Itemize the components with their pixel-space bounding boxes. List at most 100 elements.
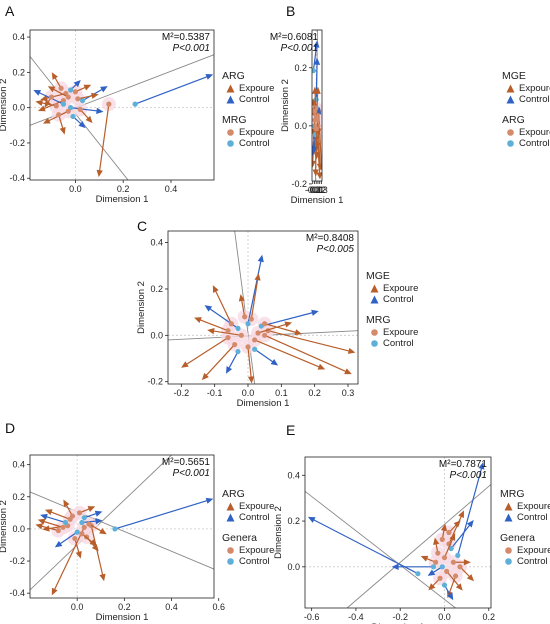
legend-triangle-expose-icon — [226, 502, 235, 511]
arrow-head-control — [54, 540, 63, 548]
arrow-head-control — [391, 563, 399, 570]
y-tick-label: -0.2 — [9, 138, 25, 148]
x-tick-label: 0.1 — [312, 185, 325, 195]
legend-triangle-expose-icon — [504, 502, 513, 511]
y-tick-label: -0.2 — [291, 179, 307, 189]
legend: MGEExpoureControlARGExpoureControl — [502, 70, 550, 149]
arrow-head-control — [427, 569, 436, 576]
arrow-head-control — [95, 518, 103, 525]
legend-dot-control-icon — [227, 140, 234, 147]
arrow-head-expose — [91, 92, 99, 99]
arrow-head-expose — [35, 523, 43, 530]
pair-segment — [261, 311, 315, 327]
pair-segment — [254, 348, 276, 364]
data-point-control — [62, 519, 68, 526]
arrow-head-expose — [313, 152, 320, 160]
y-axis-label: Dimension 2 — [136, 281, 147, 334]
legend-item: Control — [504, 512, 550, 523]
pair-segment — [43, 515, 66, 524]
data-point-expose — [255, 330, 261, 336]
arrow-head-control — [466, 520, 474, 528]
data-point-expose — [60, 524, 66, 530]
arrow-head-expose — [463, 559, 471, 566]
legend-item-label: Expoure — [239, 545, 275, 556]
pair-segment — [247, 346, 252, 380]
x-tick-label: -0.1 — [307, 185, 323, 195]
data-point-expose — [56, 112, 62, 118]
arrow-head-expose — [294, 329, 303, 336]
data-point-expose — [444, 568, 450, 574]
arrow-head-control — [478, 462, 485, 470]
arrow-head-expose — [317, 363, 326, 370]
arrow-head-expose — [42, 117, 51, 124]
x-tick-label: -0.2 — [174, 388, 190, 398]
chart-panel-c: -0.2 -0.1 0.0 0.1 0.2 0.3 -0.2 0.0 0.2 0.4 Dimensi… — [136, 230, 359, 409]
pair-segment — [457, 465, 483, 556]
arrow-head-control — [447, 592, 454, 601]
data-point-expose — [79, 531, 85, 537]
legend-dot-expose-icon — [371, 329, 378, 336]
legend-triangle-control-icon — [504, 513, 513, 522]
arrow-head-expose — [449, 533, 456, 541]
data-point-expose — [457, 564, 463, 570]
arrow-head-control — [204, 305, 213, 312]
legend-item: Expoure — [504, 545, 550, 556]
arrow-head-control — [205, 497, 214, 504]
legend-title: MRG — [500, 488, 525, 500]
legend-dot-expose-icon — [227, 547, 234, 554]
legend-item: Expoure — [226, 127, 274, 138]
arrow-head-expose — [194, 317, 202, 324]
pair-segment — [443, 536, 454, 558]
data-point-expose — [450, 559, 456, 565]
data-point-control — [415, 571, 421, 577]
arrow-head-control — [78, 121, 86, 129]
legend-dot-control-icon — [507, 140, 514, 147]
legend-item: Control — [226, 556, 274, 567]
arrow-head-expose — [207, 328, 215, 335]
legend-title: ARG — [222, 488, 245, 500]
arrow-head-control — [257, 254, 264, 263]
y-tick-label: 0.2 — [287, 516, 300, 526]
p-value: P<0.001 — [172, 468, 210, 479]
data-point-expose — [312, 108, 318, 114]
data-point-control — [245, 321, 251, 327]
legend-dot-control-icon — [227, 558, 234, 565]
y-axis-label: Dimension 2 — [280, 79, 291, 132]
pair-segment — [240, 298, 246, 317]
arrow-head-expose — [83, 84, 92, 91]
data-point-expose — [48, 94, 55, 100]
pair-segment — [314, 90, 317, 109]
legend-item: Expoure — [370, 283, 418, 294]
p-value: P<0.001 — [280, 43, 318, 54]
data-point-expose — [433, 559, 439, 565]
legend-item: Expoure — [226, 545, 274, 556]
legend-item: Control — [226, 512, 274, 523]
arrow-head-expose — [99, 528, 107, 535]
data-point-control — [430, 564, 437, 570]
y-tick-label: -0.4 — [9, 173, 25, 183]
data-point-expose — [75, 96, 81, 102]
pair-segment — [257, 323, 289, 334]
data-point-expose — [76, 510, 83, 516]
p-value: P<0.005 — [316, 244, 354, 255]
arrow-head-expose — [51, 72, 59, 80]
data-point-expose — [242, 314, 248, 320]
legend-dot-control-icon — [371, 340, 378, 347]
legend: ARG Expoure Control Genera Expoure Control — [222, 488, 274, 567]
data-point-expose — [452, 573, 459, 579]
pair-segment — [39, 525, 59, 532]
x-tick-label: -0.1 — [207, 388, 223, 398]
pair-segment — [134, 75, 210, 105]
arrow-head-expose — [247, 376, 255, 384]
arrow-head-expose — [35, 99, 43, 106]
x-axis-label: Dimension 1 — [237, 398, 290, 409]
data-point-expose — [65, 108, 71, 114]
data-point-control — [70, 113, 76, 120]
arrow-head-control — [311, 309, 319, 316]
legend-item-label: Expoure — [239, 501, 275, 512]
legend-item-label: Expoure — [517, 501, 550, 512]
y-tick-label: 0.0 — [12, 103, 25, 113]
plot-frame — [167, 230, 359, 385]
legend: MRG Expoure Control Genera Expoure Control — [500, 488, 550, 567]
y-axis-label: Dimension 2 — [0, 79, 9, 132]
